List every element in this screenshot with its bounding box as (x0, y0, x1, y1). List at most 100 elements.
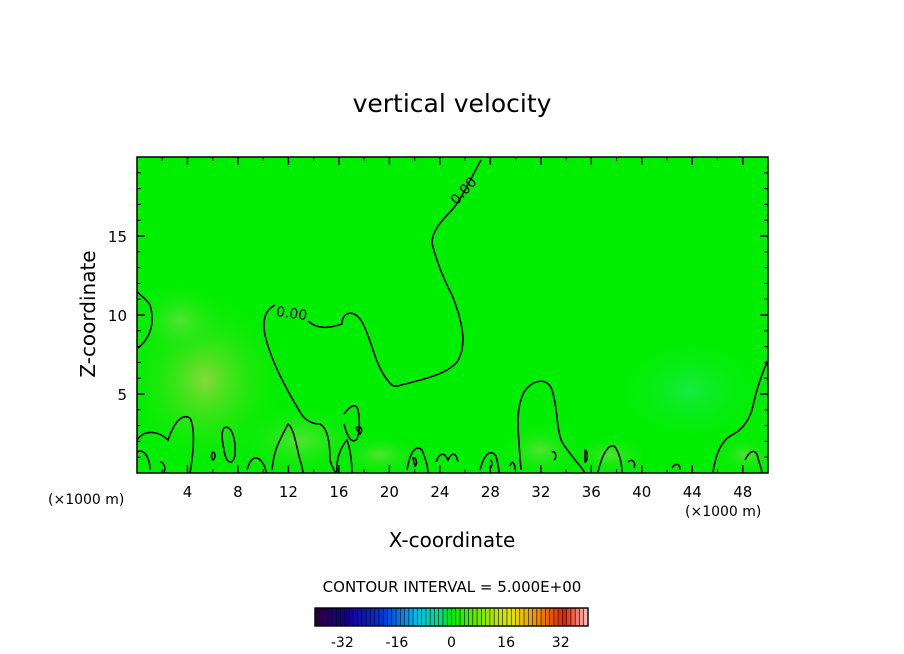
x-tick-label: 24 (430, 483, 449, 501)
colorbar-swatch (524, 608, 529, 626)
colorbar-swatch (566, 608, 572, 626)
colorbar-swatch (430, 608, 435, 626)
colorbar-swatch (455, 608, 461, 626)
colorbar-swatch (562, 608, 567, 626)
colorbar-swatch (549, 608, 555, 626)
colorbar-swatch (408, 608, 414, 626)
colorbar-swatch (378, 608, 384, 626)
contour-lines (137, 159, 768, 473)
x-axis-unit: (×1000 m) (685, 504, 761, 520)
colorbar-swatch (387, 608, 393, 626)
y-axis-label: Z-coordinate (76, 250, 100, 377)
colorbar-swatch (340, 608, 346, 626)
colorbar-swatch (575, 608, 580, 626)
colorbar-swatch (327, 608, 333, 626)
colorbar-swatch (315, 608, 320, 626)
colorbar-swatch (323, 608, 329, 626)
colorbar-swatch (494, 608, 499, 626)
colorbar-swatch (413, 608, 418, 626)
colorbar-swatch (361, 608, 367, 626)
colorbar-swatch (515, 608, 521, 626)
colorbar (314, 607, 589, 627)
x-tick-label: 20 (380, 483, 399, 501)
colorbar-swatch (374, 608, 380, 626)
colorbar-swatch (349, 608, 354, 626)
colorbar-tick-label: 16 (497, 635, 515, 651)
colorbar-swatch (553, 608, 559, 626)
contour-small-loop (221, 426, 236, 463)
colorbar-swatch (434, 608, 440, 626)
colorbar-swatch (506, 608, 512, 626)
colorbar-swatch (366, 608, 371, 626)
colorbar-swatch (528, 608, 533, 626)
colorbar-swatch (489, 608, 495, 626)
colorbar-swatch (468, 608, 474, 626)
colorbar-swatch (532, 608, 538, 626)
colorbar-frame (314, 607, 589, 627)
y-tick-label: 10 (108, 307, 127, 325)
colorbar-tick-labels: -32 -16 0 16 32 (331, 635, 570, 651)
colorbar-tick-label: -32 (331, 635, 354, 651)
y-tick-label: 15 (108, 228, 127, 246)
y-tick-label: 5 (117, 386, 127, 404)
colorbar-swatch (511, 608, 516, 626)
colorbar-swatch (447, 608, 452, 626)
colorbar-swatch (570, 608, 576, 626)
colorbar-swatch (541, 608, 546, 626)
colorbar-swatch (536, 608, 542, 626)
colorbar-swatch (451, 608, 457, 626)
contour-label-middle: 0.00 (275, 304, 308, 324)
colorbar-swatch (498, 608, 503, 626)
colorbar-swatch (583, 608, 589, 626)
colorbar-swatch (477, 608, 482, 626)
colorbar-swatch (438, 608, 444, 626)
chart-title: vertical velocity (353, 89, 552, 118)
colorbar-swatch (519, 608, 525, 626)
colorbar-swatch (404, 608, 410, 626)
colorbar-swatch (383, 608, 388, 626)
colorbar-swatch (344, 608, 350, 626)
colorbar-swatch (464, 608, 469, 626)
zero-contour-main (307, 159, 482, 388)
x-tick-label: 48 (733, 483, 752, 501)
y-axis-unit: (×1000 m) (48, 492, 124, 508)
x-tick-label: 40 (632, 483, 651, 501)
colorbar-swatch (485, 608, 491, 626)
colorbar-swatch (417, 608, 422, 626)
contour-left-edge (137, 291, 153, 349)
x-axis-ticks: 4 8 12 16 20 24 28 32 36 40 44 48 (161, 157, 752, 501)
colorbar-tick-label: 32 (552, 635, 570, 651)
y-axis-ticks: 5 10 15 (108, 172, 768, 458)
colorbar-swatch (336, 608, 341, 626)
x-tick-label: 44 (683, 483, 702, 501)
contour-interval-text: CONTOUR INTERVAL = 5.000E+00 (323, 578, 582, 596)
colorbar-swatch (425, 608, 431, 626)
colorbar-swatch (357, 608, 363, 626)
colorbar-swatch (472, 608, 478, 626)
heatmap-field (137, 157, 768, 473)
colorbar-swatch (545, 608, 550, 626)
contour-left-low (137, 415, 195, 473)
colorbar-swatch (370, 608, 376, 626)
colorbar-tick-label: -16 (385, 635, 408, 651)
colorbar-tick-label: 0 (447, 635, 456, 651)
colorbar-swatch (396, 608, 401, 626)
x-tick-label: 32 (531, 483, 550, 501)
colorbar-swatch (579, 608, 585, 626)
colorbar-swatch (400, 608, 405, 626)
colorbar-swatch (332, 608, 337, 626)
x-tick-label: 28 (481, 483, 500, 501)
colorbar-swatch (421, 608, 427, 626)
x-tick-label: 36 (582, 483, 601, 501)
colorbar-swatch (481, 608, 486, 626)
x-tick-label: 12 (279, 483, 298, 501)
zero-contour-left (263, 304, 337, 473)
colorbar-swatch (460, 608, 465, 626)
colorbar-swatch (558, 608, 563, 626)
colorbar-swatch (502, 608, 508, 626)
colorbar-swatch (391, 608, 397, 626)
colorbar-swatch (442, 608, 448, 626)
contour-dome (517, 380, 586, 473)
colorbar-swatch (319, 608, 324, 626)
